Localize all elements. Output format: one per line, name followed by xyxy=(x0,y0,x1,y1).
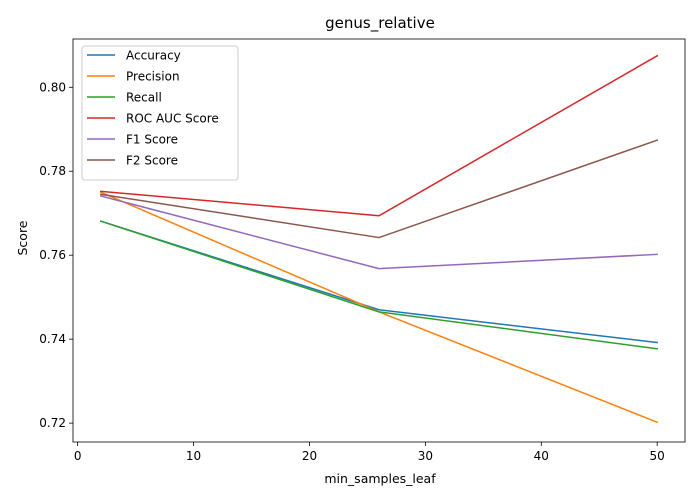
legend-label-roc-auc-score: ROC AUC Score xyxy=(126,112,219,126)
x-tick-label: 40 xyxy=(534,449,549,463)
series-line-f1-score xyxy=(99,195,658,270)
y-tick-label: 0.78 xyxy=(39,164,66,178)
x-tick-label: 30 xyxy=(418,449,433,463)
legend-label-precision: Precision xyxy=(126,70,180,84)
y-tick-label: 0.74 xyxy=(39,332,66,346)
plot-frame xyxy=(72,38,686,443)
chart-title: genus_relative xyxy=(325,14,435,33)
legend-label-recall: Recall xyxy=(126,91,162,105)
legend-label-accuracy: Accuracy xyxy=(126,49,181,63)
series-line-recall xyxy=(99,220,659,350)
x-tick-label: 0 xyxy=(74,449,82,463)
plot-area: 0 10 20 30 40 50 0.72 0.74 0.76 0.78 0.80 Accuracy P… xyxy=(39,38,686,463)
y-tick-label: 0.80 xyxy=(39,80,66,94)
legend-label-f2-score: F2 Score xyxy=(126,154,178,168)
legend-label-f1-score: F1 Score xyxy=(126,133,178,147)
x-tick-label: 20 xyxy=(302,449,317,463)
legend-box xyxy=(81,45,239,181)
x-tick-label: 10 xyxy=(186,449,201,463)
series-line-accuracy xyxy=(99,220,659,344)
series-line-roc-auc-score xyxy=(100,54,659,217)
y-tick-label: 0.72 xyxy=(39,416,66,430)
x-axis-label: min_samples_leaf xyxy=(324,471,436,486)
y-tick-label: 0.76 xyxy=(39,248,66,262)
series-line-f2-score xyxy=(99,139,659,239)
y-axis-label: Score xyxy=(15,220,30,255)
x-tick-label: 50 xyxy=(650,449,665,463)
series-line-precision xyxy=(99,191,659,424)
